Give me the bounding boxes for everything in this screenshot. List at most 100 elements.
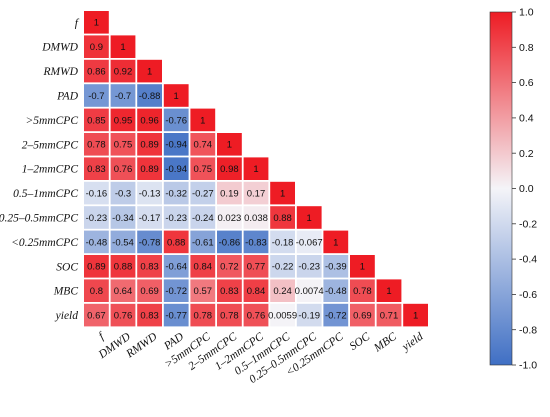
heatmap-cell [243,255,269,278]
heatmap-cell [84,303,109,327]
cell-value-label: 1 [174,91,179,102]
cell-value-label: 0.89 [140,164,159,175]
heatmap-cell [243,230,269,254]
cell-value-label: -0.32 [165,189,187,200]
colorbar-tick-label: -0.2 [519,218,537,230]
heatmap-cell [84,206,109,229]
cell-value-label: 0.88 [114,262,133,273]
heatmap-cell [110,84,136,107]
cell-value-label: 0.67 [87,311,106,322]
heatmap-cell [137,303,162,327]
colorbar-tick-label: 0.8 [519,42,534,54]
cell-value-label: -0.3 [115,189,131,200]
heatmap-cell [110,255,136,278]
heatmap-cell [217,303,242,327]
heatmap-cell [323,279,349,302]
heatmap-cell [163,255,189,278]
heatmap-cell [243,157,269,180]
cell-value-label: -0.94 [165,164,187,175]
cell-value-label: -0.48 [325,286,347,297]
heatmap-cell [84,255,109,278]
y-axis-label: 0.5–1mmCPC [13,188,78,200]
heatmap-cell [163,303,189,327]
y-axis-labels: f DMWD RMWD PAD >5mmCPC 2–5mmCPC 1–2mmCPC 0.5–1… [0,17,80,322]
cell-value-label: -0.067 [296,237,323,248]
cell-value-label: 0.83 [140,262,159,273]
colorbar-tick-label: 0.2 [519,148,534,160]
cell-value-label: 0.69 [140,286,159,297]
cell-value-label: 1 [94,18,99,29]
heatmap-cell [137,255,162,278]
cell-value-label: -0.39 [325,262,347,273]
cell-value-label: 0.84 [247,286,266,297]
heatmap-cell [110,133,136,156]
cell-value-label: 0.86 [87,67,106,78]
cell-value-label: 1 [307,213,312,224]
heatmap-cell [270,279,295,302]
heatmap-cell [190,230,216,254]
heatmap-cell [137,230,162,254]
cell-value-label: -0.86 [219,237,241,248]
heatmap-cell [110,35,136,58]
cell-value-label: 0.83 [220,286,239,297]
cell-value-label: 0.71 [380,311,399,322]
heatmap-cell [217,206,242,229]
cell-value-label: -0.7 [88,91,104,102]
cell-value-label: 1 [333,237,338,248]
cell-value-label: 0.57 [194,286,213,297]
heatmap-cell [376,303,402,327]
cell-value-label: 0.78 [220,311,239,322]
heatmap-cell [243,279,269,302]
cell-value-label: 0.78 [87,140,106,151]
cell-value-label: 1 [413,311,418,322]
cell-value-label: -0.7 [115,91,131,102]
cell-value-label: 0.0074 [295,286,324,297]
heatmap-cell [163,157,189,180]
heatmap-cell [163,206,189,229]
y-axis-label: 2–5mmCPC [22,139,79,151]
heatmap-cell [350,255,375,278]
cell-value-label: -0.94 [165,140,187,151]
cell-value-label: -0.13 [139,189,161,200]
heatmap-cells: 1 0.9 1 0.86 0.92 1 -0.7 -0.7 -0.88 1 0.85 0.95 0.96… [84,11,428,327]
cell-value-label: 0.17 [247,189,266,200]
heatmap-cell [270,303,295,327]
cell-value-label: -0.23 [298,262,320,273]
cell-value-label: 0.8 [90,286,103,297]
cell-value-label: 1 [120,42,125,53]
heatmap-cell [190,157,216,180]
cell-value-label: 0.84 [194,262,213,273]
cell-value-label: 0.85 [87,115,106,126]
heatmap-cell [137,84,162,107]
cell-value-label: 0.74 [194,140,213,151]
cell-value-label: -0.23 [86,213,108,224]
cell-value-label: 1 [280,189,285,200]
heatmap-cell [350,279,375,302]
heatmap-cell [190,255,216,278]
heatmap-cell [190,303,216,327]
y-axis-label: yield [55,310,79,322]
heatmap-cell [110,108,136,132]
cell-value-label: 0.19 [220,189,239,200]
heatmap-cell [296,206,322,229]
heatmap-cell [163,84,189,107]
heatmap-cell [217,181,242,205]
heatmap-cell [84,59,109,83]
cell-value-label: -0.23 [165,213,187,224]
cell-value-label: 0.78 [194,311,213,322]
cell-value-label: -0.83 [245,237,267,248]
colorbar-tick-label: 0.4 [519,113,534,125]
heatmap-cell [243,206,269,229]
y-axis-label: >5mmCPC [26,115,79,127]
y-axis-label: RMWD [43,66,79,78]
cell-value-label: 0.76 [114,164,133,175]
cell-value-label: -0.76 [165,115,187,126]
colorbar-tick-label: -1.0 [519,360,537,372]
heatmap-cell [137,279,162,302]
cell-value-label: 0.77 [247,262,266,273]
heatmap-cell [217,230,242,254]
cell-value-label: 0.88 [273,213,292,224]
cell-value-label: -0.18 [272,237,294,248]
